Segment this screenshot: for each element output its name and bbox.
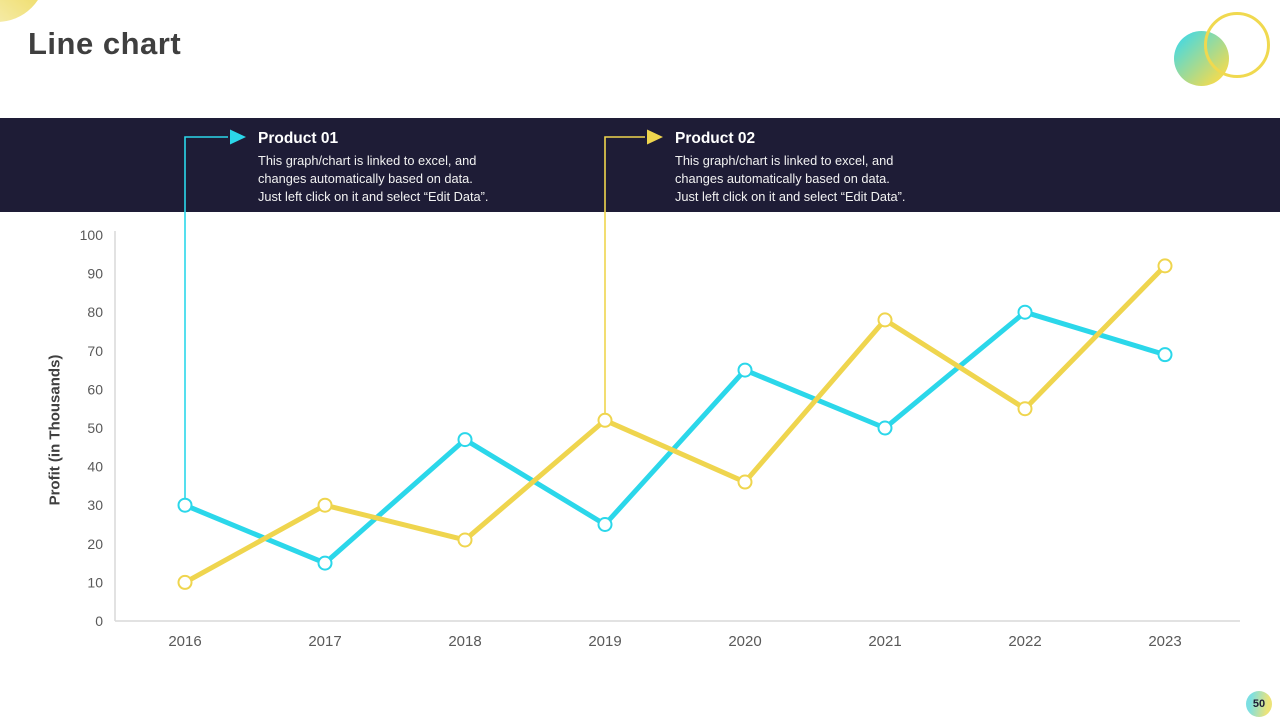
callout-text-line: changes automatically based on data. [258, 171, 473, 186]
data-point-marker [317, 497, 333, 513]
callout-title: Product 02 [675, 130, 756, 147]
slide-title: Line chart [28, 26, 182, 61]
data-point-marker [1157, 258, 1173, 274]
x-tick-label: 2021 [868, 633, 901, 650]
callout-text-line: Just left click on it and select “Edit D… [675, 189, 906, 204]
callout-connector-line [184, 136, 228, 506]
data-point-marker [317, 555, 333, 571]
y-tick-label: 60 [87, 381, 103, 397]
y-tick-label: 20 [87, 536, 103, 552]
series-line [182, 263, 1168, 585]
data-point-marker [177, 497, 193, 513]
y-tick-label: 90 [87, 266, 103, 282]
x-tick-label: 2019 [588, 633, 621, 650]
data-point-marker [737, 474, 753, 490]
y-tick-label: 0 [95, 613, 103, 629]
data-point-marker [457, 432, 473, 448]
y-tick-label: 100 [80, 227, 104, 243]
data-point-marker [877, 420, 893, 436]
data-point-marker [1017, 401, 1033, 417]
callout-arrow-icon [647, 129, 663, 145]
data-point-marker [457, 532, 473, 548]
callout-banner: Product 01 This graph/chart is linked to… [0, 118, 1280, 212]
ring-decoration [1204, 12, 1270, 78]
data-point-marker [1157, 347, 1173, 363]
callout-arrow-icon [230, 129, 246, 145]
x-tick-label: 2022 [1008, 633, 1041, 650]
x-tick-label: 2020 [728, 633, 761, 650]
data-point-marker [877, 312, 893, 328]
callout-connector-line [604, 136, 645, 421]
y-tick-label: 10 [87, 574, 103, 590]
callout-text-line: This graph/chart is linked to excel, and [675, 153, 894, 168]
y-tick-label: 30 [87, 497, 103, 513]
data-point-marker [177, 574, 193, 590]
x-tick-label: 2023 [1148, 633, 1181, 650]
callout-title: Product 01 [258, 130, 339, 147]
y-tick-label: 70 [87, 343, 103, 359]
x-tick-label: 2018 [448, 633, 481, 650]
x-tick-label: 2016 [168, 633, 201, 650]
page-number-badge: 50 [1246, 691, 1272, 717]
data-point-marker [597, 517, 613, 532]
callout-product-02: Product 02 This graph/chart is linked to… [675, 130, 1035, 206]
y-tick-label: 80 [87, 304, 103, 320]
y-tick-label: 50 [87, 420, 103, 436]
callout-text-line: This graph/chart is linked to excel, and [258, 153, 477, 168]
data-point-marker [1017, 304, 1033, 320]
x-tick-label: 2017 [308, 633, 341, 650]
callout-text-line: changes automatically based on data. [675, 171, 890, 186]
data-point-marker [737, 362, 753, 378]
y-tick-label: 40 [87, 459, 103, 475]
data-point-marker [597, 412, 613, 428]
series-line [182, 309, 1168, 566]
callout-text-line: Just left click on it and select “Edit D… [258, 189, 489, 204]
callout-product-01: Product 01 This graph/chart is linked to… [258, 130, 618, 206]
